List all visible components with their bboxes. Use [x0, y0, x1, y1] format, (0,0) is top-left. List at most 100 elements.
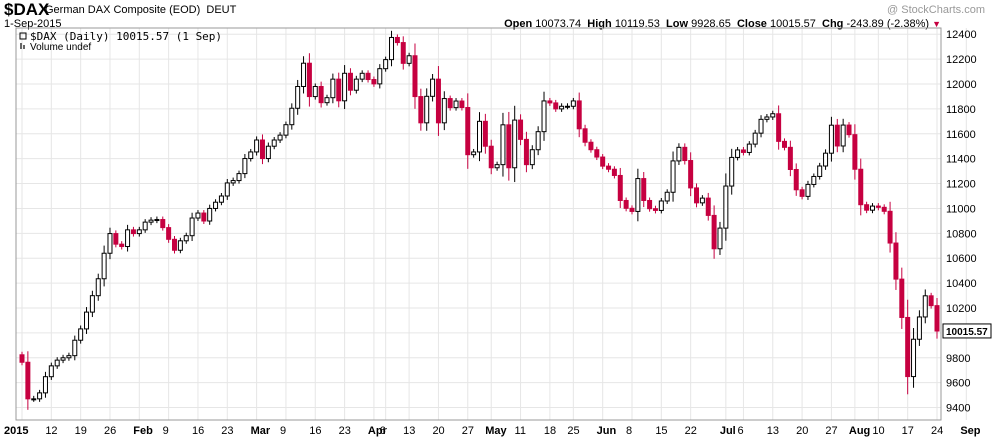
x-tick-label: 23	[221, 425, 233, 437]
down-arrow-icon: ▼	[932, 19, 941, 29]
candle-body	[371, 79, 377, 85]
candle-body	[177, 240, 183, 251]
grid-lines	[16, 28, 967, 420]
candle-body	[195, 212, 201, 219]
candle-body	[735, 149, 741, 158]
x-tick-label: 13	[767, 425, 779, 437]
x-tick-label: 20	[796, 425, 808, 437]
candle-body	[318, 85, 324, 104]
candle-body	[295, 85, 301, 109]
last-price-label: 10015.57	[946, 327, 988, 338]
chart-legend: $DAX (Daily) 10015.57 (1 Sep) Volume und…	[19, 30, 222, 53]
candle-body	[893, 242, 899, 280]
legend-volume: Volume undef	[30, 42, 91, 53]
candle-body	[881, 206, 887, 212]
candle-body	[365, 72, 371, 81]
candle-body	[236, 173, 242, 182]
candle-body	[629, 207, 635, 212]
legend-series: $DAX (Daily) 10015.57 (1 Sep)	[30, 30, 222, 43]
candle-body	[207, 207, 213, 222]
candle-body	[664, 191, 670, 202]
candle-body	[559, 105, 565, 110]
candle-body	[89, 295, 95, 313]
x-tick-label: 12	[45, 425, 57, 437]
candle-body	[201, 212, 207, 222]
candle-body	[746, 143, 752, 153]
candle-body	[66, 355, 72, 359]
candle-body	[553, 102, 559, 110]
candle-body	[858, 168, 864, 206]
ohlc-readout: Open 10073.74 High 10119.53 Low 9928.65 …	[504, 18, 941, 30]
high-value: 10119.53	[614, 18, 660, 30]
candle-body	[658, 200, 664, 211]
candle-body	[840, 124, 846, 147]
candle-body	[113, 233, 119, 245]
candle-body	[289, 107, 295, 126]
candle-body	[682, 146, 688, 162]
candle-body	[42, 376, 48, 394]
candle-body	[25, 361, 31, 400]
candle-body	[54, 359, 60, 367]
credit-text: @ StockCharts.com	[887, 4, 985, 16]
candle-body	[934, 305, 940, 332]
candle-body	[688, 160, 694, 189]
candle-body	[623, 199, 629, 209]
candle-body	[160, 219, 166, 229]
candle-body	[875, 205, 881, 208]
y-tick-label: 11600	[946, 129, 976, 141]
candle-body	[330, 78, 336, 99]
close-label: Close	[736, 18, 767, 30]
candle-body	[582, 128, 588, 143]
candle-body	[60, 357, 66, 361]
candle-body	[342, 72, 348, 102]
x-tick-label: 18	[544, 425, 556, 437]
x-tick-label: 6	[737, 425, 743, 437]
candle-body	[277, 134, 283, 141]
candle-body	[154, 219, 160, 222]
candle-body	[119, 243, 125, 248]
x-tick-label: 19	[75, 425, 87, 437]
candle-body	[347, 72, 353, 91]
volume-bars-icon-2	[23, 45, 25, 49]
candle-body	[166, 227, 172, 240]
x-tick-label: 9	[280, 425, 286, 437]
y-tick-label: 12200	[946, 54, 977, 66]
low-value: 9928.65	[691, 18, 731, 30]
candle-body	[606, 165, 612, 170]
candle-body	[224, 182, 230, 197]
y-tick-label: 11400	[946, 154, 976, 166]
x-tick-label: 8	[626, 425, 632, 437]
candle-body	[518, 119, 524, 140]
candle-body	[652, 208, 658, 211]
candle-body	[242, 158, 248, 175]
candle-body	[418, 96, 424, 124]
y-tick-label: 10600	[946, 253, 977, 265]
x-tick-label: Sep	[960, 425, 980, 437]
candle-body	[670, 160, 676, 193]
candle-body	[846, 124, 852, 136]
x-tick-label: 11	[515, 425, 526, 437]
candle-body	[694, 187, 700, 204]
x-tick-label: Apr	[368, 425, 388, 437]
candle-body	[377, 68, 383, 85]
y-tick-label: 10200	[946, 303, 977, 315]
x-tick-label: 16	[192, 425, 204, 437]
low-label: Low	[666, 18, 689, 30]
candle-body	[283, 124, 289, 136]
candle-body	[547, 100, 553, 104]
x-tick-label: 13	[403, 425, 415, 437]
instrument-name: German DAX Composite (EOD) DEUT	[45, 4, 236, 16]
candle-body	[564, 105, 570, 108]
x-tick-label: 27	[462, 425, 474, 437]
candle-body	[324, 97, 330, 104]
change-value: -243.89 (-2.38%)	[846, 18, 930, 30]
high-label: High	[587, 18, 612, 30]
y-tick-label: 9400	[946, 403, 970, 415]
candle-body	[412, 55, 418, 98]
candle-body	[406, 55, 412, 64]
y-tick-label: 11800	[946, 104, 976, 116]
x-tick-label: 10	[872, 425, 884, 437]
candle-body	[400, 42, 406, 64]
x-tick-label: 15	[655, 425, 667, 437]
x-tick-label: 17	[902, 425, 914, 437]
